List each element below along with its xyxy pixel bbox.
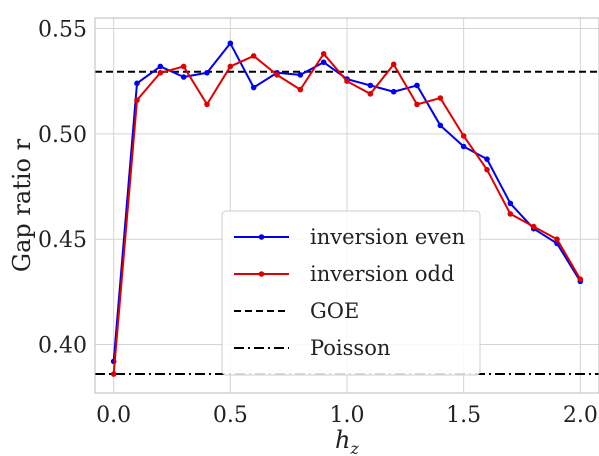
tick-labels: 0.0 0.5 1.0 1.5 2.0 0.40 0.45 0.50 0.55 bbox=[38, 18, 598, 428]
data-point-even bbox=[414, 82, 420, 89]
y-axis-label: Gap ratio r bbox=[8, 138, 36, 272]
data-point-even bbox=[507, 200, 514, 207]
data-point-even bbox=[297, 72, 304, 78]
y-tick-label: 0.50 bbox=[38, 123, 87, 148]
legend-marker-odd bbox=[258, 271, 265, 277]
data-point-even bbox=[437, 122, 444, 129]
data-point-odd bbox=[227, 63, 234, 70]
x-axis-label-main: h bbox=[335, 426, 350, 454]
data-point-even bbox=[484, 156, 490, 162]
data-point-even bbox=[367, 82, 374, 89]
data-point-odd bbox=[367, 91, 374, 97]
legend-label-even: inversion even bbox=[310, 225, 465, 249]
y-tick-label: 0.45 bbox=[38, 228, 87, 253]
data-point-odd bbox=[414, 101, 420, 108]
series-lines bbox=[110, 40, 584, 377]
data-point-odd bbox=[484, 166, 490, 173]
x-tick-label: 0.5 bbox=[213, 403, 248, 428]
data-point-odd bbox=[180, 63, 187, 70]
data-point-odd bbox=[204, 101, 210, 108]
legend-box bbox=[221, 210, 481, 376]
data-point-odd bbox=[344, 78, 350, 85]
data-point-even bbox=[460, 143, 467, 150]
data-point-even bbox=[227, 40, 234, 47]
data-point-odd bbox=[110, 371, 117, 377]
data-point-odd bbox=[274, 72, 280, 78]
data-point-even bbox=[204, 69, 210, 76]
data-point-odd bbox=[460, 133, 467, 139]
x-tick-label: 2.0 bbox=[563, 403, 598, 428]
data-point-odd bbox=[390, 61, 397, 68]
data-point-odd bbox=[157, 69, 164, 76]
legend: inversion even inversion odd GOE Poisson bbox=[221, 210, 481, 376]
data-point-even bbox=[134, 80, 140, 87]
legend-marker-even bbox=[258, 234, 265, 240]
x-tick-label: 1.5 bbox=[446, 403, 481, 428]
legend-label-odd: inversion odd bbox=[310, 262, 454, 286]
data-point-even bbox=[157, 63, 164, 70]
plot-frame bbox=[94, 17, 599, 394]
data-point-odd bbox=[554, 236, 560, 243]
data-point-odd bbox=[297, 86, 304, 93]
data-point-odd bbox=[507, 211, 514, 217]
y-tick-label: 0.40 bbox=[38, 334, 87, 359]
data-point-odd bbox=[250, 53, 257, 59]
legend-label-goe: GOE bbox=[310, 299, 359, 323]
data-point-odd bbox=[320, 51, 327, 57]
data-point-even bbox=[250, 84, 257, 91]
reference-lines bbox=[95, 70, 599, 376]
x-tick-label: 0.0 bbox=[96, 403, 131, 428]
y-tick-label: 0.55 bbox=[38, 18, 87, 43]
x-axis-label: hz bbox=[335, 426, 359, 456]
data-point-odd bbox=[134, 97, 140, 103]
data-point-odd bbox=[577, 276, 584, 283]
legend-label-poisson: Poisson bbox=[310, 336, 390, 360]
x-tick-label: 1.0 bbox=[330, 403, 365, 428]
data-point-even bbox=[390, 88, 397, 95]
data-point-even bbox=[180, 74, 187, 80]
data-point-odd bbox=[437, 95, 444, 101]
data-point-odd bbox=[530, 223, 537, 230]
data-point-even bbox=[320, 59, 327, 66]
x-axis-label-subscript: z bbox=[350, 439, 360, 456]
